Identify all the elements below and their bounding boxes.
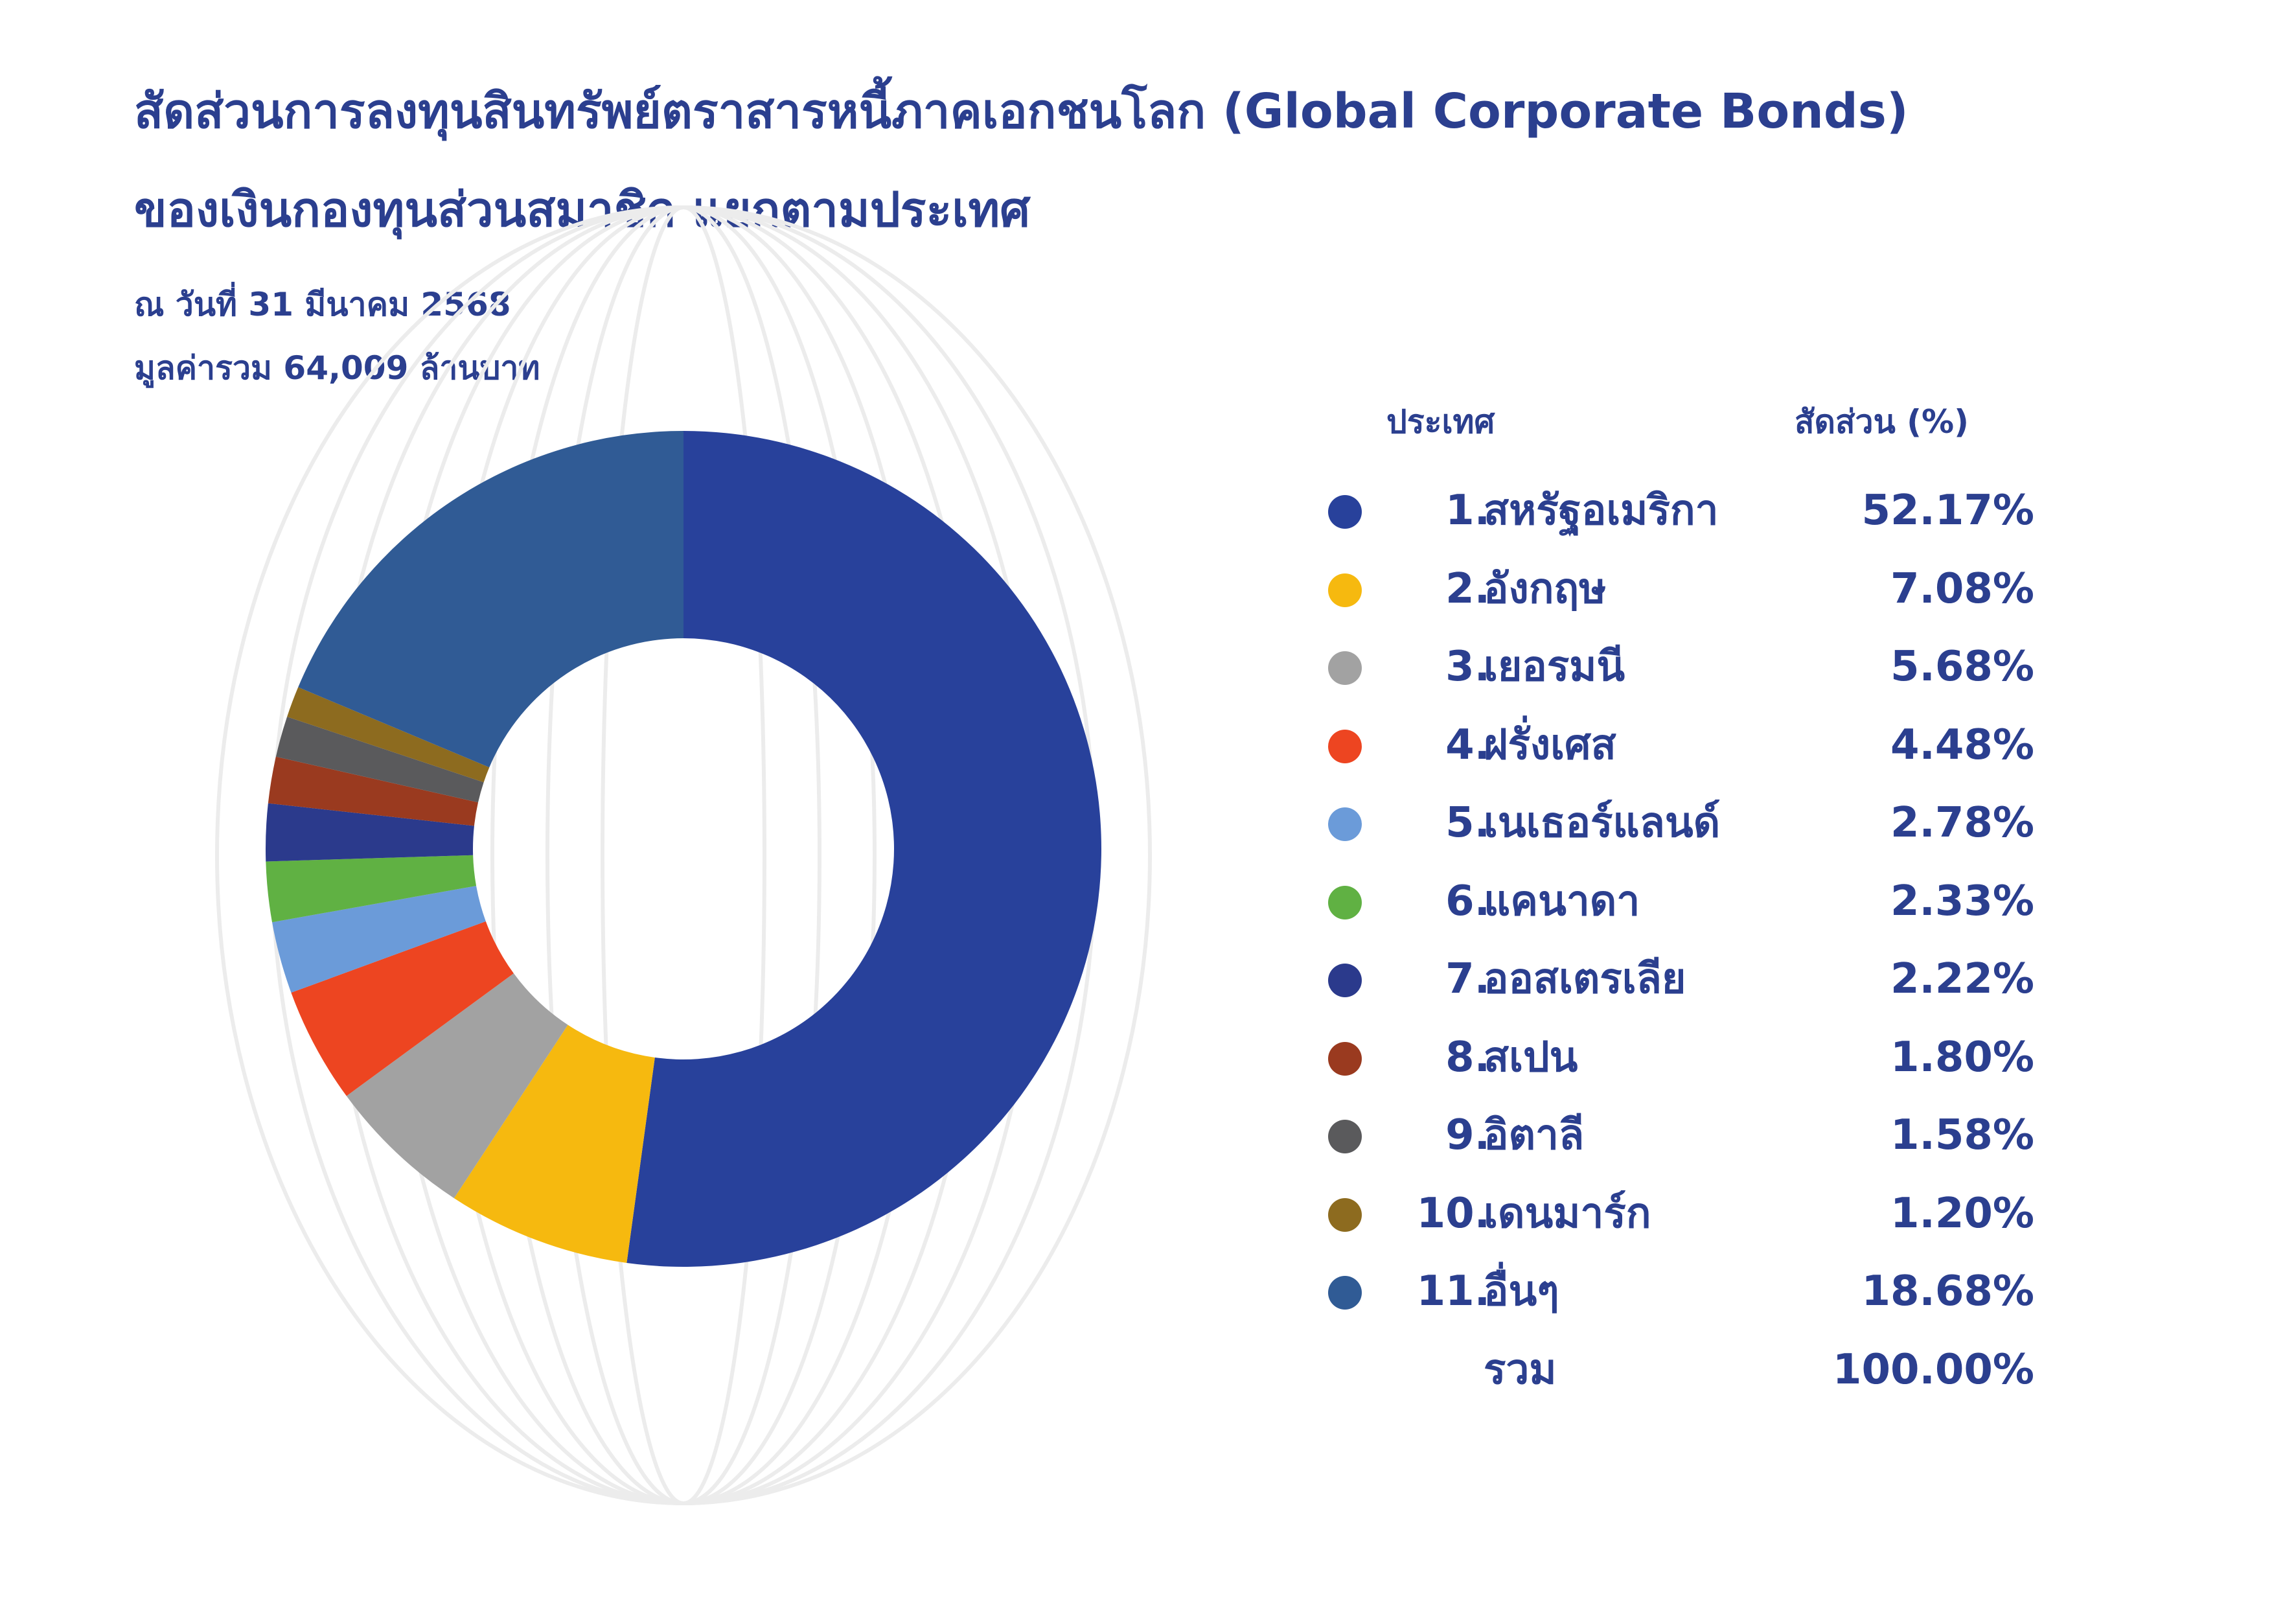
as-of-date: ณ วันที่ 31 มีนาคม 2568 — [134, 286, 511, 323]
globe-watermark-line — [601, 205, 766, 1505]
globe-watermark-line — [545, 205, 821, 1505]
donut-slice-3 — [346, 973, 568, 1199]
donut-slice-9 — [275, 717, 484, 803]
donut-slice-2 — [453, 1024, 655, 1264]
donut-slice-5 — [272, 886, 486, 993]
globe-watermark-line — [490, 205, 877, 1505]
donut-slice-4 — [291, 921, 514, 1096]
donut-slice-10 — [287, 687, 490, 783]
donut-slice-1 — [626, 431, 1102, 1267]
legend-header-share: สัดส่วน (%) — [1795, 403, 1969, 441]
total-value: มูลค่ารวม 64,009 ล้านบาท — [134, 349, 540, 387]
donut-slice-11 — [298, 431, 683, 768]
donut-slice-7 — [265, 803, 474, 862]
chart-title-line-1: สัดส่วนการลงทุนสินทรัพย์ตราสารหนี้ภาคเอก… — [134, 84, 1909, 139]
legend-header-country: ประเทศ — [1386, 403, 1495, 441]
donut-slices — [265, 431, 1102, 1267]
globe-watermark-line — [435, 205, 932, 1505]
donut-slice-8 — [268, 756, 479, 826]
donut-slice-6 — [266, 855, 477, 923]
